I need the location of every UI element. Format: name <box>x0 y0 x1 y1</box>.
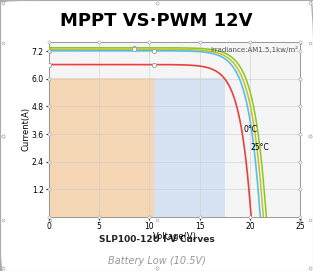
Text: MPPT VS·PWM 12V: MPPT VS·PWM 12V <box>60 12 253 30</box>
Text: SLP100-12U I-V Curves: SLP100-12U I-V Curves <box>99 235 214 244</box>
Bar <box>154 78 225 217</box>
Bar <box>49 78 154 217</box>
Text: Battery Low (10.5V): Battery Low (10.5V) <box>108 256 205 266</box>
Text: Irradiance:AM1.5,1kw/m²: Irradiance:AM1.5,1kw/m² <box>210 46 299 53</box>
Text: 25°C: 25°C <box>250 143 269 152</box>
Y-axis label: Current(A): Current(A) <box>21 107 30 151</box>
X-axis label: Voltage(V): Voltage(V) <box>152 232 197 241</box>
Text: 0°C: 0°C <box>243 125 257 134</box>
